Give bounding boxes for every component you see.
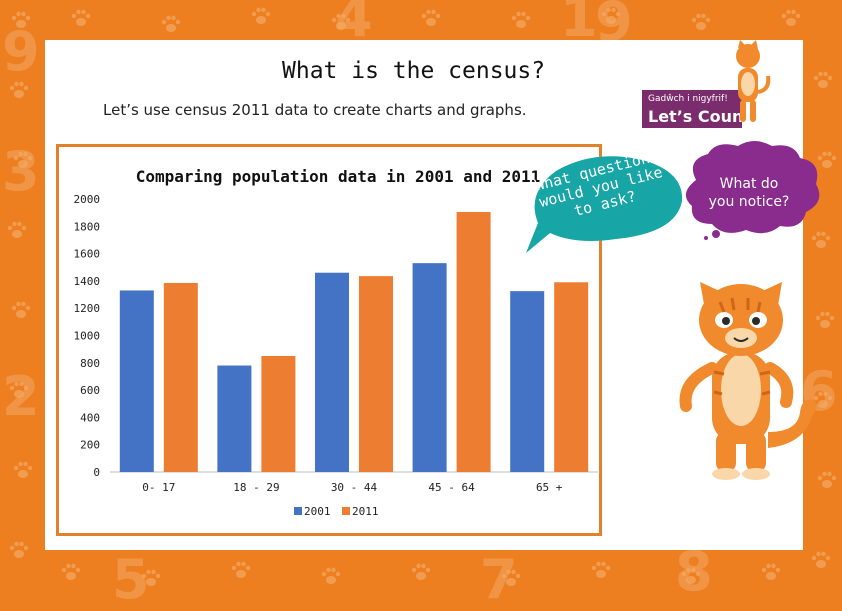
paw-print-icon (230, 560, 252, 580)
x-tick-label: 30 - 44 (331, 481, 378, 494)
thought-bubble-text: What do you notice? (690, 175, 808, 211)
paw-print-icon (10, 10, 32, 30)
bar-2011-1 (261, 355, 296, 472)
bar-2001-1 (217, 365, 252, 472)
x-tick-label: 0- 17 (142, 481, 175, 494)
paw-print-icon (160, 14, 182, 34)
x-tick-label: 18 - 29 (233, 481, 279, 494)
questions-bubble (526, 156, 683, 253)
chart-title: Comparing population data in 2001 and 20… (136, 167, 541, 186)
bar-2011-2 (359, 276, 393, 472)
x-tick-label: 65 + (536, 481, 563, 494)
chart-frame: Comparing population data in 2001 and 20… (56, 144, 602, 536)
paw-print-icon (680, 566, 702, 586)
background-number: 7 (480, 548, 518, 611)
y-tick-label: 1800 (74, 220, 101, 233)
y-tick-label: 0 (93, 466, 100, 479)
paw-print-icon (812, 70, 834, 90)
paw-print-icon (600, 6, 622, 26)
paw-print-icon (12, 460, 34, 480)
bar-2001-0 (119, 290, 154, 472)
background-number: 5 (112, 548, 150, 611)
y-tick-label: 200 (80, 439, 100, 452)
logo-badge: Gadŵch i nigyfrif! Let’s Count! (640, 88, 758, 130)
x-tick-label: 45 - 64 (428, 481, 475, 494)
y-tick-label: 1000 (74, 330, 101, 343)
paw-print-icon (690, 12, 712, 32)
paw-print-icon (816, 150, 838, 170)
paw-print-icon (8, 80, 30, 100)
paw-print-icon (590, 560, 612, 580)
paw-print-icon (6, 220, 28, 240)
y-tick-label: 600 (80, 384, 100, 397)
paw-print-icon (780, 8, 802, 28)
y-tick-label: 1600 (74, 248, 101, 261)
paw-print-icon (510, 10, 532, 30)
legend-swatch-2001 (294, 507, 302, 515)
y-tick-label: 1400 (74, 275, 101, 288)
logo-line-1: Gadŵch i nigyfrif! (648, 94, 728, 104)
paw-print-icon (500, 568, 522, 588)
paw-print-icon (10, 300, 32, 320)
bar-chart: Comparing population data in 2001 and 20… (74, 167, 598, 518)
y-tick-label: 2000 (74, 193, 101, 206)
small-cat-mascot (736, 40, 771, 122)
bar-2011-4 (554, 282, 589, 472)
paw-print-icon (60, 562, 82, 582)
paw-print-icon (420, 8, 442, 28)
bar-2011-3 (456, 211, 491, 472)
paw-print-icon (140, 568, 162, 588)
legend-swatch-2011 (342, 507, 350, 515)
y-tick-label: 400 (80, 411, 100, 424)
paw-print-icon (810, 230, 832, 250)
page-subtitle: Let’s use census 2011 data to create cha… (103, 101, 527, 119)
paw-print-icon (320, 566, 342, 586)
paw-print-icon (8, 380, 30, 400)
paw-print-icon (410, 562, 432, 582)
bar-2001-2 (315, 272, 349, 472)
paw-print-icon (814, 310, 836, 330)
paw-print-icon (810, 550, 832, 570)
page-title: What is the census? (282, 58, 546, 84)
paw-print-icon (8, 540, 30, 560)
y-tick-label: 800 (80, 357, 100, 370)
paw-print-icon (330, 12, 352, 32)
background-number: 8 (675, 540, 713, 603)
legend-label-2011: 2011 (352, 505, 379, 518)
background-number: 9 (2, 20, 40, 83)
cat-mascot (679, 282, 817, 480)
paw-print-icon (250, 6, 272, 26)
paw-print-icon (816, 470, 838, 490)
bar-2001-3 (412, 263, 447, 472)
background-number: 3 (2, 140, 40, 203)
thought-line-2: you notice? (708, 194, 790, 210)
paw-print-icon (12, 150, 34, 170)
paw-print-icon (760, 562, 782, 582)
bar-2001-4 (510, 291, 545, 472)
paw-print-icon (70, 8, 92, 28)
bar-2011-0 (163, 282, 198, 472)
thought-bubble (685, 141, 820, 240)
y-tick-label: 1200 (74, 302, 101, 315)
background-number: 2 (2, 365, 40, 428)
legend-label-2001: 2001 (304, 505, 331, 518)
paw-print-icon (812, 390, 834, 410)
logo-line-2: Let’s Count! (648, 107, 759, 126)
thought-line-1: What do (719, 176, 779, 192)
